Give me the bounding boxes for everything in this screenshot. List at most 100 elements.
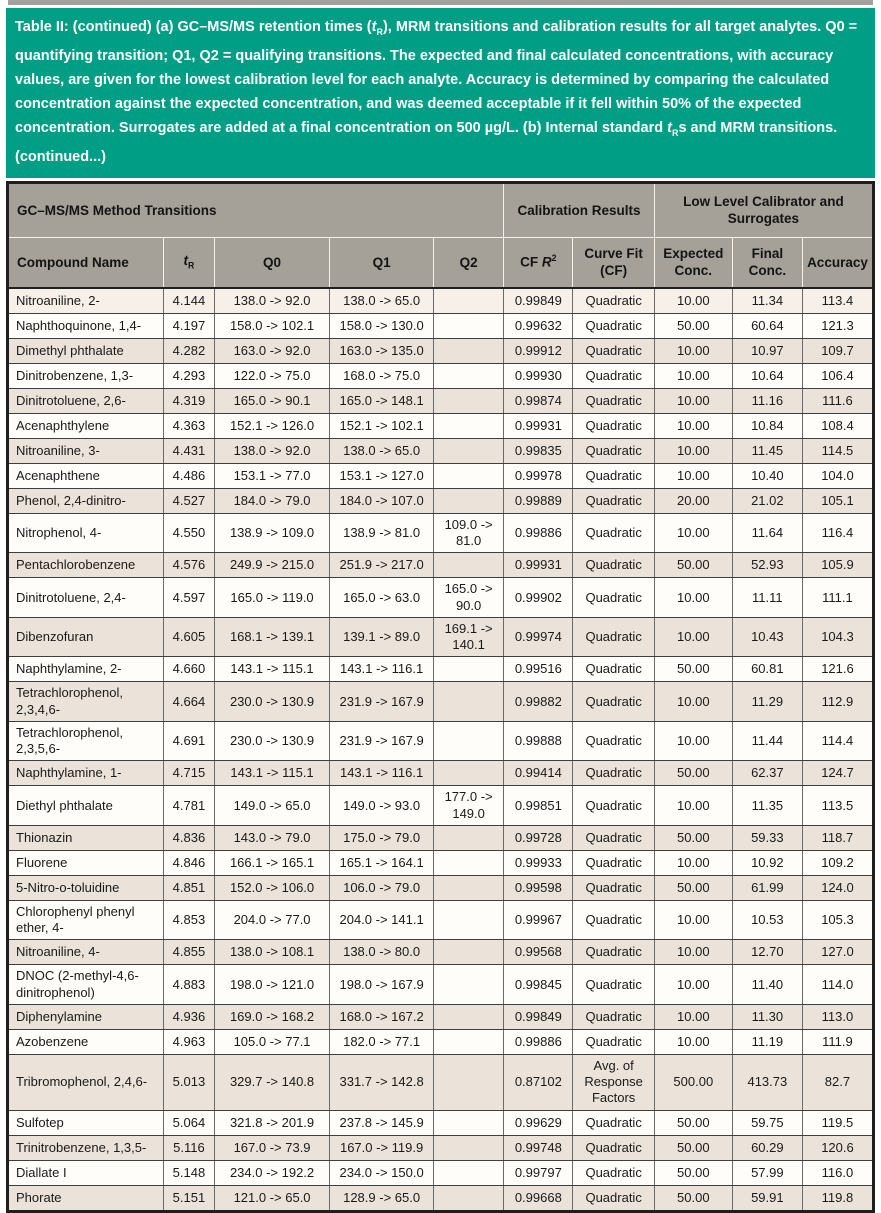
cell-expected: 10.00 — [653, 437, 733, 464]
cell-accuracy: 113.0 — [801, 1003, 875, 1030]
cell-name: Nitroaniline, 4- — [7, 939, 164, 966]
cell-cf-r2: 0.99886 — [503, 1028, 574, 1055]
cell-q0: 166.1 -> 165.1 — [213, 849, 331, 876]
cell-q2 — [433, 1003, 505, 1030]
cell-curve-fit: Quadratic — [572, 656, 655, 683]
cell-final: 10.40 — [731, 462, 803, 489]
cell-name: Dibenzofuran — [7, 616, 164, 658]
cell-tr: 4.550 — [162, 512, 215, 554]
cell-tr: 4.293 — [162, 362, 215, 389]
cell-q0: 138.0 -> 92.0 — [213, 437, 331, 464]
cell-q1: 204.0 -> 141.1 — [329, 899, 435, 941]
cell-cf-r2: 0.99632 — [503, 312, 574, 339]
group-header-row: GC–MS/MS Method Transitions Calibration … — [6, 181, 875, 238]
cell-q0: 121.0 -> 65.0 — [213, 1184, 331, 1212]
cell-expected: 10.00 — [653, 720, 733, 762]
table-row: Diphenylamine 4.936 169.0 -> 168.2 168.0 ->… — [7, 1003, 875, 1030]
column-header-curve-fit: Curve Fit (CF) — [572, 236, 655, 289]
cell-accuracy: 118.7 — [801, 824, 875, 851]
cell-tr: 4.664 — [162, 681, 215, 722]
cell-tr: 4.963 — [162, 1028, 215, 1055]
cell-q1: 158.0 -> 130.0 — [329, 312, 435, 339]
cell-expected: 500.00 — [653, 1053, 733, 1111]
cell-cf-r2: 0.99835 — [503, 437, 574, 464]
cell-curve-fit: Quadratic — [572, 939, 655, 966]
cell-cf-r2: 0.99931 — [503, 552, 574, 579]
cell-q0: 329.7 -> 140.8 — [213, 1053, 331, 1111]
cell-accuracy: 105.9 — [801, 552, 875, 579]
cell-q2 — [433, 681, 505, 722]
column-header-retention-time: tR — [162, 236, 215, 289]
cell-cf-r2: 0.99516 — [503, 656, 574, 683]
cell-accuracy: 112.9 — [801, 681, 875, 722]
cell-curve-fit: Quadratic — [572, 412, 655, 439]
cell-curve-fit: Quadratic — [572, 720, 655, 762]
table-row: Tribromophenol, 2,4,6- 5.013 329.7 -> 140.… — [7, 1053, 875, 1111]
cell-cf-r2: 0.99912 — [503, 337, 574, 364]
cell-name: Naphthylamine, 2- — [7, 656, 164, 683]
cell-cf-r2: 0.99568 — [503, 939, 574, 966]
cell-q1: 231.9 -> 167.9 — [329, 681, 435, 722]
cell-cf-r2: 0.99886 — [503, 512, 574, 554]
cell-expected: 50.00 — [653, 1159, 733, 1186]
cell-final: 11.16 — [731, 387, 803, 414]
cell-q2 — [433, 337, 505, 364]
cell-curve-fit: Quadratic — [572, 785, 655, 826]
cell-cf-r2: 0.99845 — [503, 964, 574, 1005]
cell-final: 10.92 — [731, 849, 803, 876]
cell-tr: 4.486 — [162, 462, 215, 489]
cell-q0: 230.0 -> 130.9 — [213, 720, 331, 762]
cell-q2 — [433, 412, 505, 439]
table-row: Nitroaniline, 3- 4.431 138.0 -> 92.0 138.0 … — [7, 437, 875, 464]
cell-cf-r2: 0.99629 — [503, 1109, 574, 1136]
cell-q0: 165.0 -> 119.0 — [213, 577, 331, 618]
cell-tr: 4.853 — [162, 899, 215, 941]
cell-q0: 234.0 -> 192.2 — [213, 1159, 331, 1186]
cell-q2: 169.1 -> 140.1 — [433, 616, 505, 658]
cell-name: 5-Nitro-o-toluidine — [7, 874, 164, 901]
table-row: Chlorophenyl phenyl ether, 4- 4.853 204.0 … — [7, 899, 875, 941]
cell-curve-fit: Quadratic — [572, 552, 655, 579]
cell-q0: 122.0 -> 75.0 — [213, 362, 331, 389]
cell-final: 12.70 — [731, 939, 803, 966]
cell-q1: 138.0 -> 65.0 — [329, 437, 435, 464]
table-row: Naphthylamine, 1- 4.715 143.1 -> 115.1 143.… — [7, 760, 875, 787]
table-row: Sulfotep 5.064 321.8 -> 201.9 237.8 -> 145.… — [7, 1109, 875, 1136]
cell-q0: 158.0 -> 102.1 — [213, 312, 331, 339]
cell-q1: 149.0 -> 93.0 — [329, 785, 435, 826]
column-header-expected-conc: Expected Conc. — [653, 236, 733, 289]
cell-accuracy: 127.0 — [801, 939, 875, 966]
table-row: Nitroaniline, 4- 4.855 138.0 -> 108.1 138.0… — [7, 939, 875, 966]
cell-q2 — [433, 1053, 505, 1111]
cell-name: Thionazin — [7, 824, 164, 851]
cell-q2 — [433, 1159, 505, 1186]
cell-cf-r2: 0.99874 — [503, 387, 574, 414]
table-row: Phorate 5.151 121.0 -> 65.0 128.9 -> 65.0 0.… — [7, 1184, 875, 1212]
cell-tr: 4.660 — [162, 656, 215, 683]
cell-q2 — [433, 899, 505, 941]
cell-q0: 165.0 -> 90.1 — [213, 387, 331, 414]
column-header-q1: Q1 — [329, 236, 435, 289]
cell-cf-r2: 0.99849 — [503, 287, 574, 314]
cell-q1: 143.1 -> 116.1 — [329, 760, 435, 787]
cell-q1: 237.8 -> 145.9 — [329, 1109, 435, 1136]
cell-q1: 128.9 -> 65.0 — [329, 1184, 435, 1212]
cell-q1: 231.9 -> 167.9 — [329, 720, 435, 762]
cell-expected: 10.00 — [653, 337, 733, 364]
group-header-low-level-calibrator: Low Level Calibrator and Surrogates — [653, 181, 875, 238]
cell-q0: 169.0 -> 168.2 — [213, 1003, 331, 1030]
table-row: Naphthylamine, 2- 4.660 143.1 -> 115.1 143.… — [7, 656, 875, 683]
cell-q1: 165.0 -> 63.0 — [329, 577, 435, 618]
column-header-q2: Q2 — [433, 236, 505, 289]
column-header-final-conc: Final Conc. — [731, 236, 803, 289]
cell-curve-fit: Avg. of Response Factors — [572, 1053, 655, 1111]
cell-q2 — [433, 760, 505, 787]
table-row: Acenaphthylene 4.363 152.1 -> 126.0 152.1 -… — [7, 412, 875, 439]
cell-accuracy: 111.6 — [801, 387, 875, 414]
cell-final: 11.19 — [731, 1028, 803, 1055]
cell-q1: 165.0 -> 148.1 — [329, 387, 435, 414]
cell-curve-fit: Quadratic — [572, 462, 655, 489]
cell-q1: 168.0 -> 167.2 — [329, 1003, 435, 1030]
cell-expected: 10.00 — [653, 387, 733, 414]
cell-final: 11.34 — [731, 287, 803, 314]
